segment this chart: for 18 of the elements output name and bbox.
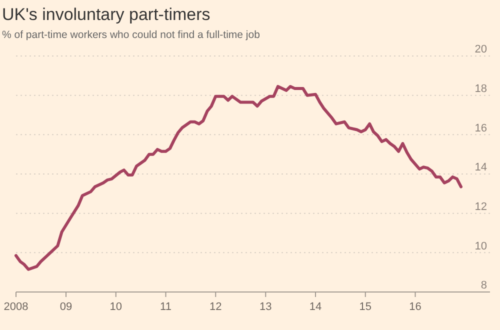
x-tick-label: 11 — [160, 300, 172, 313]
y-tick-label: 12 — [474, 201, 487, 214]
y-tick-label: 16 — [474, 122, 487, 134]
x-tick-label: 16 — [409, 300, 422, 313]
chart-subtitle: % of part-time workers who could not find a full-time job — [2, 29, 260, 41]
y-tick-label: 20 — [474, 44, 487, 56]
y-tick-label: 18 — [474, 83, 487, 96]
x-tick-label: 09 — [60, 300, 72, 313]
y-tick-label: 10 — [474, 240, 487, 252]
y-tick-label: 14 — [474, 162, 487, 174]
x-tick-label: 2008 — [4, 300, 28, 313]
x-tick-label: 12 — [210, 300, 222, 313]
y-tick-label: 8 — [480, 280, 487, 292]
x-tick-label: 10 — [110, 300, 122, 313]
x-tick-label: 15 — [359, 300, 372, 313]
chart-title: UK's involuntary part-timers — [2, 5, 210, 24]
x-tick-label: 13 — [260, 300, 272, 313]
x-tick-label: 14 — [309, 300, 322, 313]
